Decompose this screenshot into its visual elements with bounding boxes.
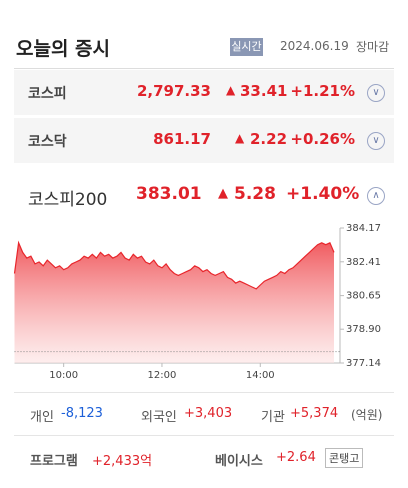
divider — [14, 392, 394, 393]
basis-button[interactable]: 콘탱고 — [325, 448, 364, 468]
program-value: +2,433억 — [92, 454, 153, 469]
index-rate: +1.40% — [286, 184, 360, 204]
investor-value: -8,123 — [61, 406, 103, 421]
y-tick-label: 380.65 — [346, 291, 381, 302]
unit: (억원) — [351, 408, 383, 422]
investor-name: 외국인 — [141, 410, 177, 425]
index-value: 383.01 — [136, 184, 202, 204]
x-tick-label: 12:00 — [148, 370, 177, 381]
index-value: 2,797.33 — [136, 82, 211, 100]
index-name: 코스닥 — [28, 134, 67, 150]
basis-label: 베이시스 — [215, 454, 263, 469]
up-icon: ▲ — [235, 131, 245, 145]
index-row: 코스피 2,797.33 ▲ 33.41 +1.21% ∨ — [14, 70, 394, 115]
x-tick-label: 14:00 — [246, 370, 275, 381]
basis-value: +2.64 — [276, 450, 316, 465]
expand-button[interactable]: ∨ — [367, 84, 385, 102]
chart: 384.17 382.41 380.65 378.90 377.14 10:00 12:00… — [13, 223, 381, 381]
index-name: 코스피200 — [28, 190, 108, 210]
index-change: 33.41 — [240, 82, 288, 100]
index-name: 코스피 — [28, 86, 67, 102]
investor-value: +3,403 — [184, 406, 233, 421]
x-tick-label: 10:00 — [49, 370, 78, 381]
index-row: 코스피200 383.01 ▲ 5.28 +1.40% ∧ — [14, 168, 394, 218]
index-rate: +1.21% — [290, 82, 355, 100]
y-tick-label: 378.90 — [346, 324, 381, 335]
up-icon: ▲ — [226, 83, 236, 97]
y-tick-label: 377.14 — [346, 358, 381, 369]
date: 2024.06.19 — [280, 39, 349, 53]
index-change: 2.22 — [250, 130, 288, 148]
divider — [14, 435, 394, 436]
index-rate: +0.26% — [290, 130, 355, 148]
y-tick-label: 384.17 — [346, 223, 381, 234]
expand-button[interactable]: ∨ — [367, 132, 385, 150]
program-label: 프로그램 — [30, 454, 78, 469]
investor-value: +5,374 — [290, 406, 339, 421]
index-change: 5.28 — [234, 184, 276, 204]
investor-name: 개인 — [30, 410, 54, 425]
status: 장마감 — [356, 40, 390, 54]
line — [13, 240, 335, 290]
collapse-button[interactable]: ∧ — [367, 187, 385, 205]
divider — [14, 68, 394, 69]
index-value: 861.17 — [153, 130, 211, 148]
investor-name: 기관 — [261, 410, 285, 425]
area — [14, 242, 334, 363]
y-tick-label: 382.41 — [346, 257, 381, 268]
badge: 실시간 — [230, 38, 263, 56]
up-icon: ▲ — [218, 186, 228, 201]
index-row: 코스닥 861.17 ▲ 2.22 +0.26% ∨ — [14, 118, 394, 163]
title: 오늘의 증시 — [16, 38, 111, 60]
